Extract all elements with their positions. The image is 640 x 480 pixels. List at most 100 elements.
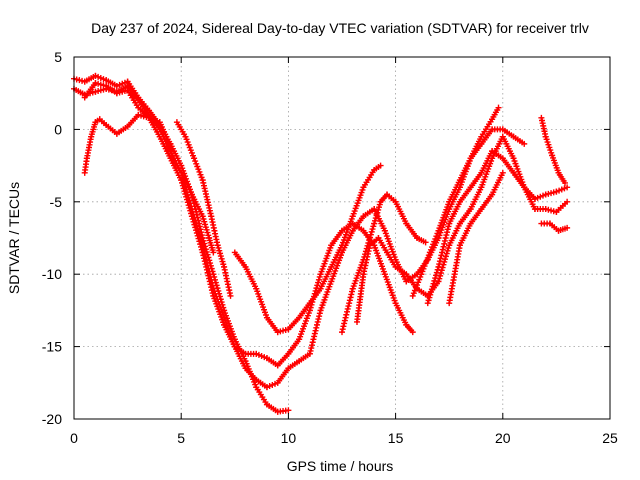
data-point-marker xyxy=(347,294,354,301)
data-point-marker xyxy=(181,188,188,195)
data-point-marker xyxy=(409,329,416,336)
data-point-marker xyxy=(205,232,212,239)
data-point-marker xyxy=(342,314,349,321)
data-point-marker xyxy=(187,147,194,154)
data-point-marker xyxy=(444,229,451,236)
series-track-l xyxy=(538,114,568,186)
data-point-marker xyxy=(439,249,446,256)
data-point-marker xyxy=(307,347,314,354)
series-track-m xyxy=(538,220,571,234)
data-point-marker xyxy=(227,292,234,299)
data-point-marker xyxy=(179,182,186,189)
data-point-marker xyxy=(316,310,323,317)
data-point-marker xyxy=(438,252,445,259)
data-point-marker xyxy=(372,215,379,222)
data-point-marker xyxy=(429,283,436,290)
x-axis-label: GPS time / hours xyxy=(287,458,394,474)
data-point-marker xyxy=(203,266,210,273)
data-point-marker xyxy=(190,218,197,225)
series-track-e xyxy=(173,119,234,299)
data-point-marker xyxy=(345,303,352,310)
data-point-marker xyxy=(339,329,345,336)
data-point-marker xyxy=(204,269,211,276)
grid-lines xyxy=(74,57,610,419)
plot-frame xyxy=(73,56,611,420)
data-point-marker xyxy=(310,336,317,343)
data-point-marker xyxy=(348,291,355,298)
data-point-marker xyxy=(210,249,217,256)
data-point-marker xyxy=(184,199,191,206)
data-point-marker xyxy=(214,242,221,249)
data-point-marker xyxy=(313,324,320,331)
data-point-marker xyxy=(309,339,316,346)
data-point-marker xyxy=(499,169,506,176)
series-track-c xyxy=(81,80,416,369)
series-track-i xyxy=(409,126,528,299)
data-point-marker xyxy=(377,162,384,169)
data-point-marker xyxy=(164,139,171,146)
data-point-marker xyxy=(316,313,323,320)
data-point-marker xyxy=(188,149,195,156)
data-point-marker xyxy=(433,272,440,279)
data-point-marker xyxy=(422,239,429,246)
data-point-marker xyxy=(197,243,204,250)
data-point-marker xyxy=(186,204,193,211)
data-point-marker xyxy=(432,275,439,282)
data-point-marker xyxy=(436,261,443,268)
data-point-marker xyxy=(422,260,429,267)
data-point-marker xyxy=(314,282,321,289)
x-tick-label: 0 xyxy=(70,430,78,446)
data-point-marker xyxy=(436,258,443,265)
data-point-marker xyxy=(195,166,202,173)
data-point-marker xyxy=(165,141,172,148)
data-point-marker xyxy=(201,258,208,265)
data-point-marker xyxy=(376,201,383,208)
data-point-marker xyxy=(185,141,192,148)
data-point-marker xyxy=(195,235,202,242)
data-point-marker xyxy=(341,317,348,324)
data-point-marker xyxy=(184,139,191,146)
data-point-marker xyxy=(442,235,449,241)
data-point-marker xyxy=(445,223,452,230)
data-point-marker xyxy=(187,207,194,214)
data-point-marker xyxy=(444,247,451,254)
data-point-marker xyxy=(189,216,196,223)
data-point-marker xyxy=(194,232,201,239)
data-point-marker xyxy=(521,140,528,147)
data-point-marker xyxy=(200,252,207,259)
data-point-marker xyxy=(168,149,175,156)
data-point-marker xyxy=(198,246,205,253)
data-point-marker xyxy=(198,174,205,181)
data-point-marker xyxy=(189,152,196,159)
data-point-marker xyxy=(203,263,210,270)
data-point-marker xyxy=(316,273,323,280)
data-point-marker xyxy=(312,327,319,334)
y-tick-label: 0 xyxy=(54,121,62,137)
data-point-marker xyxy=(203,226,210,233)
data-point-marker xyxy=(306,350,313,357)
data-point-marker xyxy=(215,244,222,251)
data-point-marker xyxy=(202,221,209,228)
data-point-marker xyxy=(341,320,348,327)
data-point-marker xyxy=(193,227,200,234)
x-tick-label: 20 xyxy=(495,430,511,446)
data-point-marker xyxy=(411,287,418,294)
data-point-marker xyxy=(217,250,224,257)
data-point-marker xyxy=(194,163,201,170)
data-point-marker xyxy=(434,230,441,237)
data-point-marker xyxy=(202,261,209,268)
chart-title: Day 237 of 2024, Sidereal Day-to-day VTE… xyxy=(91,20,589,36)
data-point-marker xyxy=(201,218,208,225)
data-point-marker xyxy=(206,275,213,282)
series-track-h xyxy=(354,133,571,325)
data-point-marker xyxy=(417,273,424,280)
data-point-marker xyxy=(442,256,449,263)
data-point-marker xyxy=(188,210,195,217)
data-point-marker xyxy=(314,318,321,325)
data-point-marker xyxy=(346,297,353,304)
data-point-marker xyxy=(420,265,427,272)
x-tick-label: 15 xyxy=(388,430,404,446)
data-point-marker xyxy=(346,300,353,307)
data-point-marker xyxy=(425,297,432,304)
